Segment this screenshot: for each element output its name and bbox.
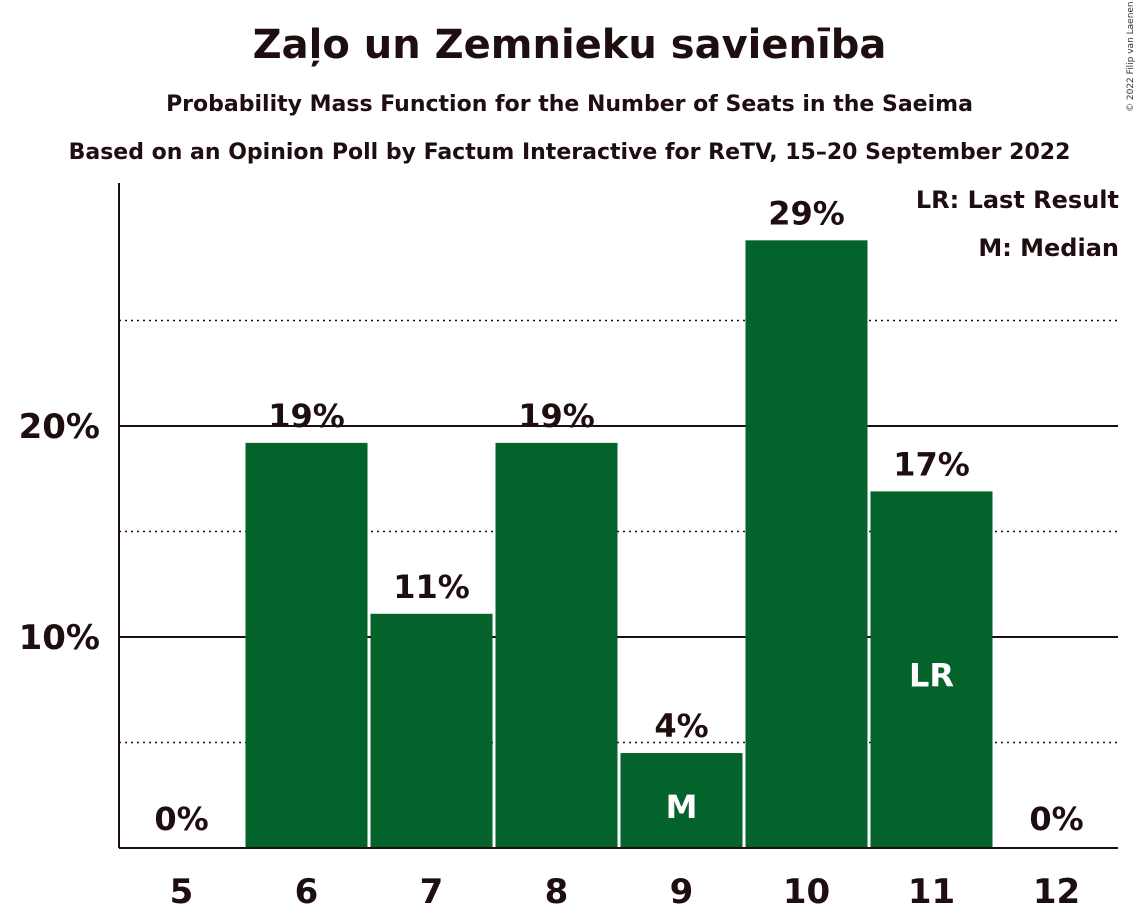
median-marker: M xyxy=(666,788,698,826)
bar xyxy=(745,240,868,848)
x-tick-label: 8 xyxy=(545,872,569,912)
x-tick-label: 10 xyxy=(783,872,830,912)
y-tick-label: 10% xyxy=(19,618,100,658)
chart-subtitle: Probability Mass Function for the Number… xyxy=(166,92,973,117)
last-result-marker: LR xyxy=(909,656,954,694)
data-label: 29% xyxy=(768,194,845,232)
bar xyxy=(870,491,993,848)
data-label: 11% xyxy=(393,568,470,606)
bar xyxy=(370,613,493,848)
x-tick-label: 7 xyxy=(420,872,444,912)
data-label: 4% xyxy=(654,707,708,745)
bar xyxy=(495,442,618,848)
data-label: 17% xyxy=(893,445,970,483)
x-tick-label: 5 xyxy=(170,872,194,912)
x-tick-label: 11 xyxy=(908,872,955,912)
data-label: 19% xyxy=(268,397,345,435)
bar xyxy=(620,753,743,848)
chart-subtitle-source: Based on an Opinion Poll by Factum Inter… xyxy=(68,140,1071,165)
y-tick-label: 20% xyxy=(19,407,100,447)
bar xyxy=(245,442,368,848)
data-label: 0% xyxy=(1029,800,1083,838)
x-tick-label: 12 xyxy=(1033,872,1080,912)
data-label: 19% xyxy=(518,397,595,435)
x-tick-label: 6 xyxy=(295,872,319,912)
legend-median: M: Median xyxy=(978,234,1119,262)
legend-last-result: LR: Last Result xyxy=(915,186,1119,214)
x-tick-label: 9 xyxy=(670,872,694,912)
chart-title: Zaļo un Zemnieku savienība xyxy=(252,22,887,68)
data-label: 0% xyxy=(154,800,208,838)
